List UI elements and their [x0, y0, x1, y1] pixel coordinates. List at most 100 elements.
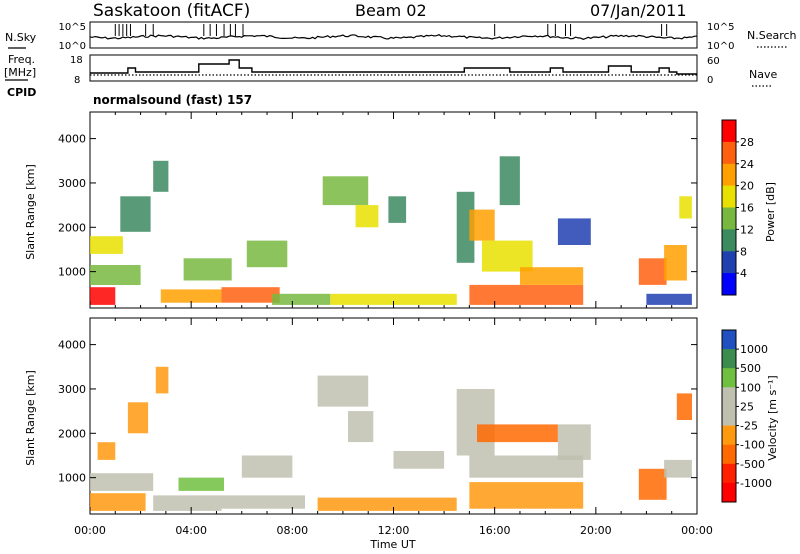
velocity-colorbar-segment [722, 349, 736, 369]
nsky-spikes [114, 24, 668, 36]
velocity-x-ticks [89, 318, 698, 514]
nsky-label: N.Sky [5, 31, 37, 44]
freq-tick-top: 18 [70, 55, 83, 66]
velocity-colorbar-segment [722, 425, 736, 446]
power-y-tick-label: 1000 [58, 266, 86, 279]
power-colorbar-tick-label: 20 [740, 180, 754, 193]
power-colorbar-tick-label: 28 [740, 136, 754, 149]
nsky-panel: 10^5 10^0 10^5 10^0 [59, 21, 734, 52]
velocity-region [241, 455, 293, 478]
x-tick-label: 12:00 [378, 524, 410, 537]
power-region [90, 236, 123, 254]
cpid-label: CPID [7, 86, 36, 99]
freq-line [90, 59, 697, 75]
nsearch-tick-bottom: 10^0 [707, 41, 734, 52]
velocity-colorbar-segment [722, 482, 736, 503]
velocity-region [97, 442, 116, 460]
power-region [322, 176, 369, 206]
cpid-text: normalsound (fast) 157 [93, 93, 252, 107]
freq-tick-bottom: 8 [74, 75, 80, 86]
velocity-colorbar-segment [722, 387, 736, 407]
power-panel: 1000 2000 3000 4000 Slant Range [km] 4 8 12 16… [24, 111, 777, 309]
power-y-tick-label: 3000 [58, 177, 86, 190]
station-title: Saskatoon (fitACF) [93, 1, 250, 21]
power-region [246, 240, 288, 268]
power-region [221, 287, 280, 303]
velocity-region [221, 495, 305, 509]
power-region [520, 267, 584, 285]
power-colorbar-tick-label: 8 [740, 245, 747, 258]
velocity-region [317, 375, 369, 407]
velocity-y-tick-label: 1000 [58, 472, 86, 485]
freq-panel: 18 8 60 0 [70, 54, 720, 86]
velocity-colorbar-frame [721, 329, 737, 503]
velocity-region [155, 366, 169, 394]
velocity-colorbar-tick-label: 25 [740, 400, 754, 413]
power-region [664, 245, 687, 281]
velocity-region [638, 468, 667, 500]
power-region [183, 258, 232, 281]
velocity-regions [90, 366, 692, 511]
velocity-region [469, 482, 584, 509]
power-region [482, 240, 533, 272]
power-region [272, 293, 331, 305]
velocity-region [676, 393, 692, 420]
power-colorbar-segment [722, 273, 736, 296]
velocity-region [456, 389, 495, 456]
x-tick-label: 08:00 [276, 524, 308, 537]
velocity-region [469, 455, 584, 478]
velocity-colorbar-tick-label: 1000 [740, 343, 768, 356]
power-y-tick-label: 4000 [58, 133, 86, 146]
power-colorbar-segment [722, 163, 736, 187]
power-region [557, 218, 591, 245]
power-region [330, 293, 457, 305]
x-tick-label: 20:00 [580, 524, 612, 537]
power-colorbar-tick-label: 12 [740, 223, 754, 236]
power-colorbar-tick-label: 4 [740, 267, 747, 280]
power-region [160, 289, 222, 303]
velocity-region [477, 424, 558, 443]
velocity-colorbar-tick-label: -1000 [740, 477, 772, 490]
velocity-region [127, 402, 149, 434]
power-region [499, 156, 520, 206]
power-colorbar-label: Power [dB] [764, 182, 777, 242]
power-colorbar-segment [722, 207, 736, 230]
power-region [456, 191, 475, 263]
date-title: 07/Jan/2011 [590, 1, 687, 20]
velocity-colorbar: 1000 500 100 25 -25 -100 -500 -1000 [721, 329, 772, 503]
velocity-region [90, 493, 146, 511]
power-colorbar-tick-label: 24 [740, 158, 754, 171]
nsky-frame [89, 21, 698, 49]
freq-label-2: [MHz] [4, 66, 36, 79]
velocity-colorbar-tick-label: 500 [740, 362, 761, 375]
velocity-region [90, 473, 154, 491]
power-x-ticks [89, 112, 698, 308]
velocity-y-ticks: 1000 2000 3000 4000 [58, 339, 697, 485]
power-regions [90, 156, 692, 305]
velocity-colorbar-tick-label: 100 [740, 381, 761, 394]
nsky-line [89, 34, 697, 40]
power-y-tick-label: 2000 [58, 221, 86, 234]
power-region [638, 258, 667, 285]
velocity-region [393, 451, 445, 469]
velocity-colorbar-segment [722, 368, 736, 388]
power-region [646, 293, 692, 305]
velocity-colorbar-tick-label: -500 [740, 458, 765, 471]
power-region [120, 196, 151, 232]
x-tick-label: 00:00 [74, 524, 106, 537]
power-region [153, 160, 169, 192]
nsky-tick-top: 10^5 [59, 22, 86, 33]
power-region [469, 209, 495, 241]
velocity-ylabel: Slant Range [km] [24, 370, 37, 466]
power-colorbar-segment [722, 141, 736, 165]
power-region [90, 265, 141, 285]
power-y-ticks: 1000 2000 3000 4000 [58, 133, 697, 279]
velocity-y-tick-label: 2000 [58, 427, 86, 440]
velocity-colorbar-segment [722, 330, 736, 350]
power-region [388, 196, 407, 223]
x-axis-label: Time UT [369, 538, 415, 551]
velocity-y-tick-label: 3000 [58, 383, 86, 396]
x-tick-label: 04:00 [175, 524, 207, 537]
x-tick-label: 16:00 [479, 524, 511, 537]
